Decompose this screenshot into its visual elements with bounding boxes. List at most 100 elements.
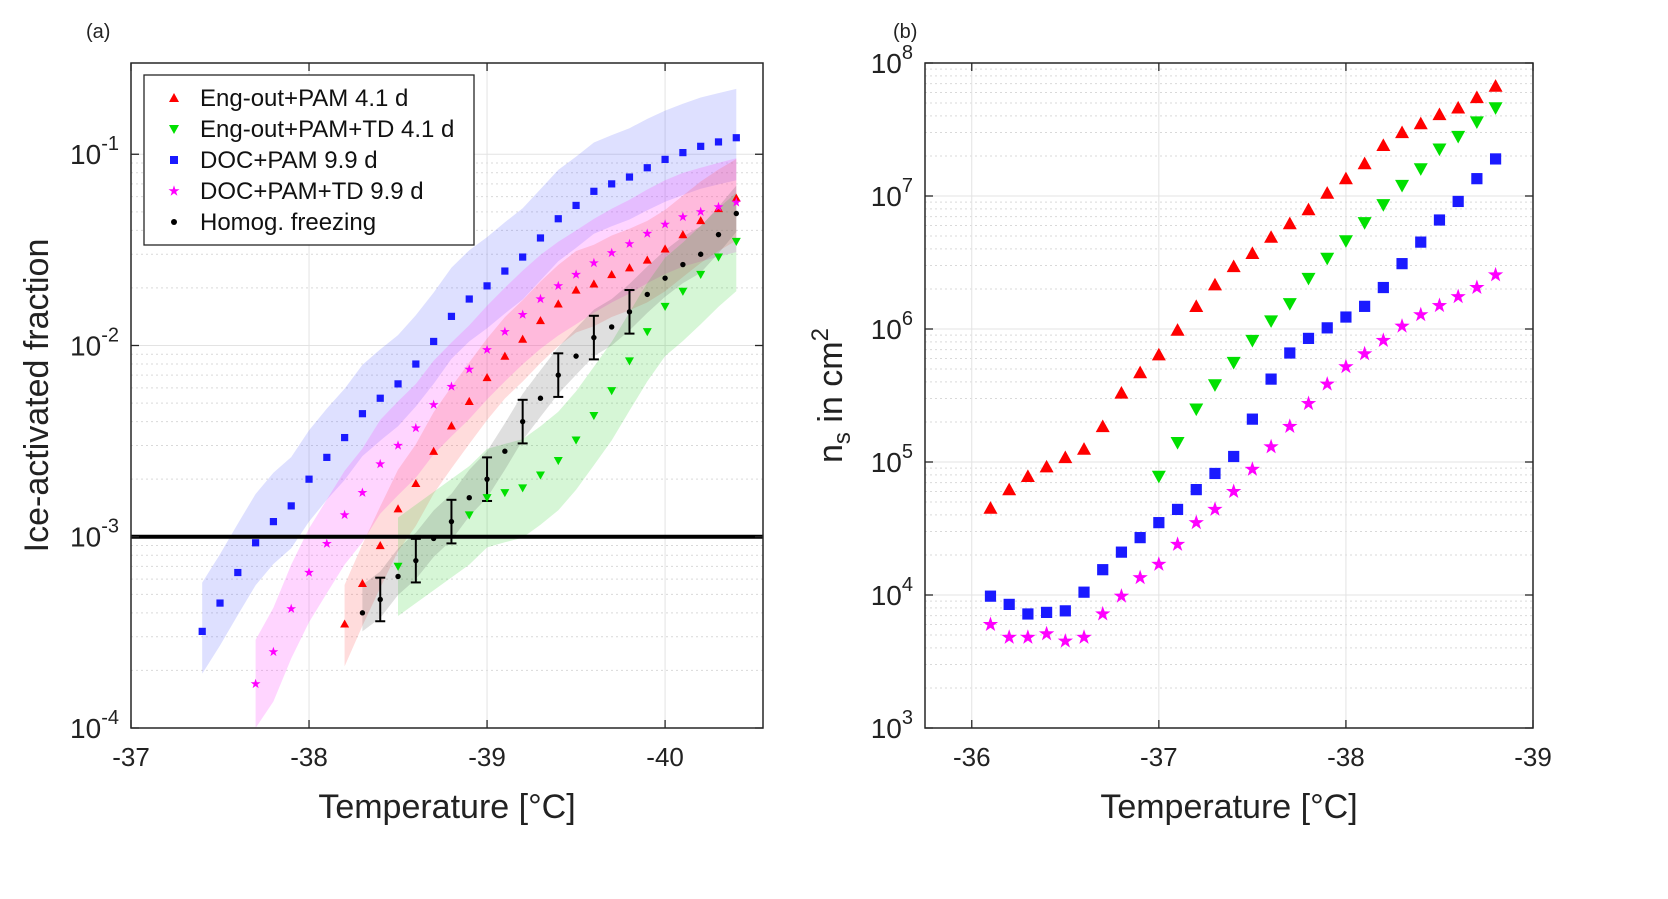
legend-entry: DOC+PAM 9.9 d [200,147,378,174]
data-point [1245,334,1260,348]
data-point [482,373,492,382]
data-point [286,603,297,613]
data-point [1151,347,1166,361]
data-point [1207,379,1222,392]
x-tick-label: -38 [290,742,328,772]
y-tick-label-base: 10 [871,447,902,478]
data-point [678,211,688,222]
data-point [412,360,420,368]
y-tick-label: 103 [871,707,913,744]
data-point [1319,376,1335,391]
data-point [429,446,439,455]
panel-b-y-label-base: n [812,444,850,463]
data-point [519,253,527,261]
data-point [234,568,242,577]
x-tick-label: -39 [1514,742,1552,772]
data-point [1226,483,1242,498]
data-point [1469,279,1485,294]
data-point [518,334,528,343]
data-point [341,433,349,442]
data-point [1170,323,1185,336]
y-tick-label: 107 [871,175,913,212]
data-point [430,337,438,346]
data-point [984,590,997,602]
y-tick-label-exponent: -1 [101,133,119,155]
data-point [589,279,599,288]
data-point [1395,179,1410,193]
uncertainty-band [398,192,737,616]
data-point [1452,195,1464,208]
panel-a-data-points [198,134,742,689]
data-point [1038,625,1055,641]
panel-b-y-label-rest: in cm [812,341,850,432]
uncertainty-band [255,158,737,729]
data-point [1171,503,1184,516]
data-point [500,351,510,360]
data-point [535,316,545,325]
data-point [250,678,261,689]
data-point [1469,116,1484,130]
y-tick-label-base: 10 [70,713,101,744]
data-point [359,610,366,616]
x-tick-label: -39 [468,742,506,772]
data-point [553,280,564,291]
data-point [1151,470,1166,484]
data-point [1039,459,1054,473]
data-point [1264,315,1279,328]
data-point [983,501,998,514]
panel-a: (a) -37 -38 -39 -40 10-410-310-210-1 Temper… [18,21,764,826]
data-point [1338,358,1354,374]
data-point [198,627,206,635]
data-point [697,251,704,257]
data-point [1001,629,1017,644]
data-point [625,173,634,181]
data-point [660,244,670,253]
data-point [1301,202,1316,216]
data-point [1282,216,1297,230]
data-point [1320,252,1335,266]
data-point [715,231,722,238]
panel-b-data-points [982,79,1504,648]
y-tick-label-exponent: 4 [902,574,913,596]
data-point [1264,230,1279,243]
y-tick-label-base: 10 [70,139,101,170]
data-point [410,422,421,433]
data-point [537,395,544,401]
data-point [484,476,490,482]
data-point [1450,288,1466,304]
y-tick-label-exponent: 7 [902,175,913,197]
x-tick-label: -37 [112,742,150,772]
y-tick-label: 10-1 [70,133,119,170]
data-point [589,411,599,421]
panel-b-y-axis-label: ns in cm2 [807,328,856,463]
legend-marker [169,93,179,102]
data-point [661,155,669,163]
data-point [553,299,563,308]
panel-a-axes-frame [130,62,764,729]
y-tick-label-base: 10 [871,580,902,611]
y-tick-label-exponent: 8 [902,42,913,64]
data-point [375,541,385,550]
uncertainty-band [362,185,737,632]
data-point [1189,299,1204,312]
data-point [1451,130,1466,144]
panel-a-y-ticks: 10-410-310-210-1 [70,133,763,744]
y-tick-label-exponent: 5 [902,441,913,463]
data-point [448,518,455,525]
data-point [1170,436,1185,450]
data-point [430,535,437,542]
data-point [340,619,350,628]
data-point [482,494,492,503]
y-tick-label: 106 [871,308,913,345]
data-point [535,293,546,304]
panel-a-uncertainty-bands [202,88,737,729]
data-point [607,270,617,279]
x-tick-label: -40 [646,742,684,772]
data-point [1375,332,1391,347]
data-point [1357,217,1372,230]
y-tick-label: 10-2 [70,324,119,361]
data-point [411,478,421,488]
data-point [304,567,314,577]
data-point [502,448,508,454]
